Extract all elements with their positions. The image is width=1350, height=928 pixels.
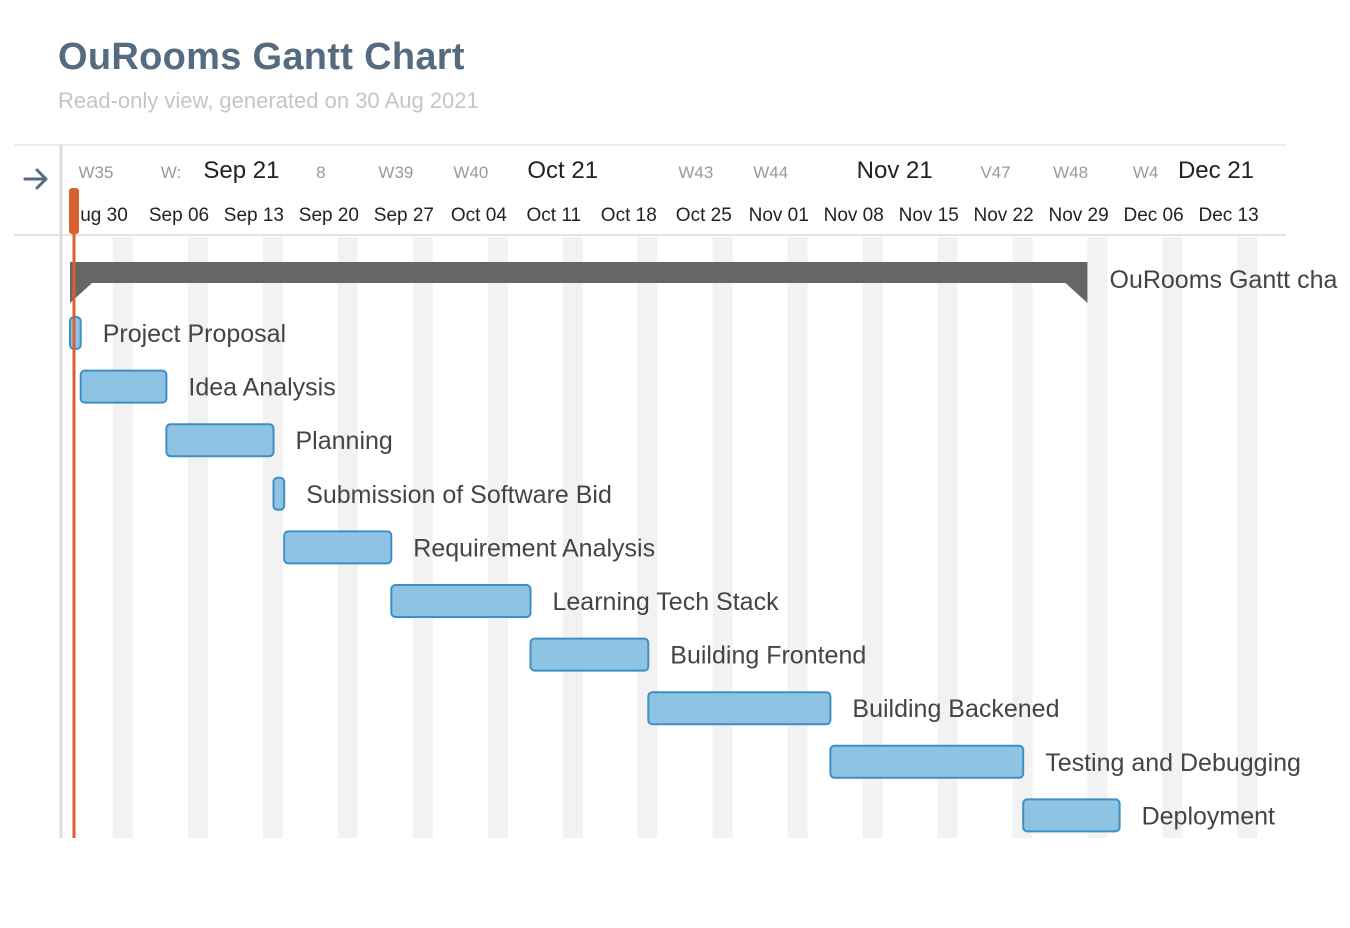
page-title: OuRooms Gantt Chart xyxy=(58,36,465,78)
task-bar xyxy=(165,423,275,458)
week-stripe xyxy=(487,237,508,838)
task-bar xyxy=(529,637,650,672)
day-label: Sep 27 xyxy=(374,205,434,226)
day-label: Oct 04 xyxy=(451,205,507,226)
week-label: W40 xyxy=(453,163,488,182)
week-stripe xyxy=(262,237,283,838)
week-label: V47 xyxy=(980,163,1010,182)
today-handle xyxy=(69,188,79,234)
task-bar xyxy=(829,744,1025,779)
week-label: 8 xyxy=(316,163,325,182)
week-stripe xyxy=(787,237,808,838)
task-bar xyxy=(390,584,532,618)
task-label: Idea Analysis xyxy=(188,374,335,402)
week-label: W: xyxy=(161,163,181,182)
day-label: Dec 13 xyxy=(1198,205,1258,226)
week-label: W43 xyxy=(678,163,713,182)
day-label: Oct 11 xyxy=(527,205,582,226)
task-bar xyxy=(283,530,393,565)
task-label: Project Proposal xyxy=(103,320,286,348)
week-label: W48 xyxy=(1053,163,1088,182)
summary-label: OuRooms Gantt cha xyxy=(1110,266,1338,294)
day-label: Sep 13 xyxy=(224,205,284,226)
week-stripe xyxy=(937,237,958,838)
week-stripe xyxy=(1012,237,1033,838)
today-marker xyxy=(69,188,79,838)
month-label: Dec 21 xyxy=(1178,157,1254,184)
week-stripe xyxy=(187,237,208,838)
day-label: Sep 06 xyxy=(149,205,209,226)
day-label: Nov 22 xyxy=(973,205,1033,226)
timeline-header: Sep 21 Oct 21 Nov 21 Dec 21 W35 W: 8 W39 W40 W43 W… xyxy=(79,157,1311,226)
summary-group: OuRooms Gantt cha xyxy=(70,262,1337,303)
week-label: W35 xyxy=(79,163,114,182)
task-label: Deployment xyxy=(1142,802,1275,830)
week-label: W44 xyxy=(753,163,788,182)
task-label: Testing and Debugging xyxy=(1045,749,1301,777)
day-label: Oct 18 xyxy=(601,205,657,226)
task-label: Learning Tech Stack xyxy=(553,588,780,616)
day-label: Sep 20 xyxy=(299,205,359,226)
task-bar xyxy=(647,691,832,726)
week-stripe xyxy=(1087,237,1108,838)
week-stripe xyxy=(1237,237,1258,838)
task-rows: Project Proposal Idea Analysis Planning Sub… xyxy=(69,316,1301,833)
task-label: Requirement Analysis xyxy=(413,534,655,562)
month-label: Sep 21 xyxy=(203,157,279,184)
week-stripe xyxy=(862,237,883,838)
week-label: W4 xyxy=(1133,163,1159,182)
week-stripe xyxy=(412,237,433,838)
month-label: Nov 21 xyxy=(857,157,933,184)
task-bar xyxy=(1022,798,1121,833)
week-stripe xyxy=(1162,237,1183,838)
week-stripe xyxy=(1312,237,1332,838)
day-label: Nov 15 xyxy=(899,205,959,226)
week-stripe xyxy=(637,237,658,838)
day-label: Nov 08 xyxy=(824,205,884,226)
day-label: Nov 01 xyxy=(749,205,809,226)
week-stripe xyxy=(712,237,733,838)
arrow-right-icon[interactable] xyxy=(23,168,48,190)
task-label: Planning xyxy=(296,427,393,455)
day-label: ug 30 xyxy=(80,205,128,226)
task-label: Submission of Software Bid xyxy=(306,481,612,509)
month-label: Oct 21 xyxy=(527,157,598,184)
day-label: Oct 25 xyxy=(676,205,732,226)
day-label: Nov 29 xyxy=(1048,205,1108,226)
day-label: D xyxy=(1297,205,1311,226)
task-label: Building Frontend xyxy=(670,642,866,670)
week-label: W39 xyxy=(378,163,413,182)
week-stripe xyxy=(562,237,583,838)
task-label: Building Backened xyxy=(852,695,1059,723)
page-subtitle: Read-only view, generated on 30 Aug 2021 xyxy=(58,88,479,113)
day-label: Dec 06 xyxy=(1123,205,1183,226)
summary-bar xyxy=(70,262,1088,303)
task-bar xyxy=(272,476,286,511)
task-bar xyxy=(79,369,168,404)
